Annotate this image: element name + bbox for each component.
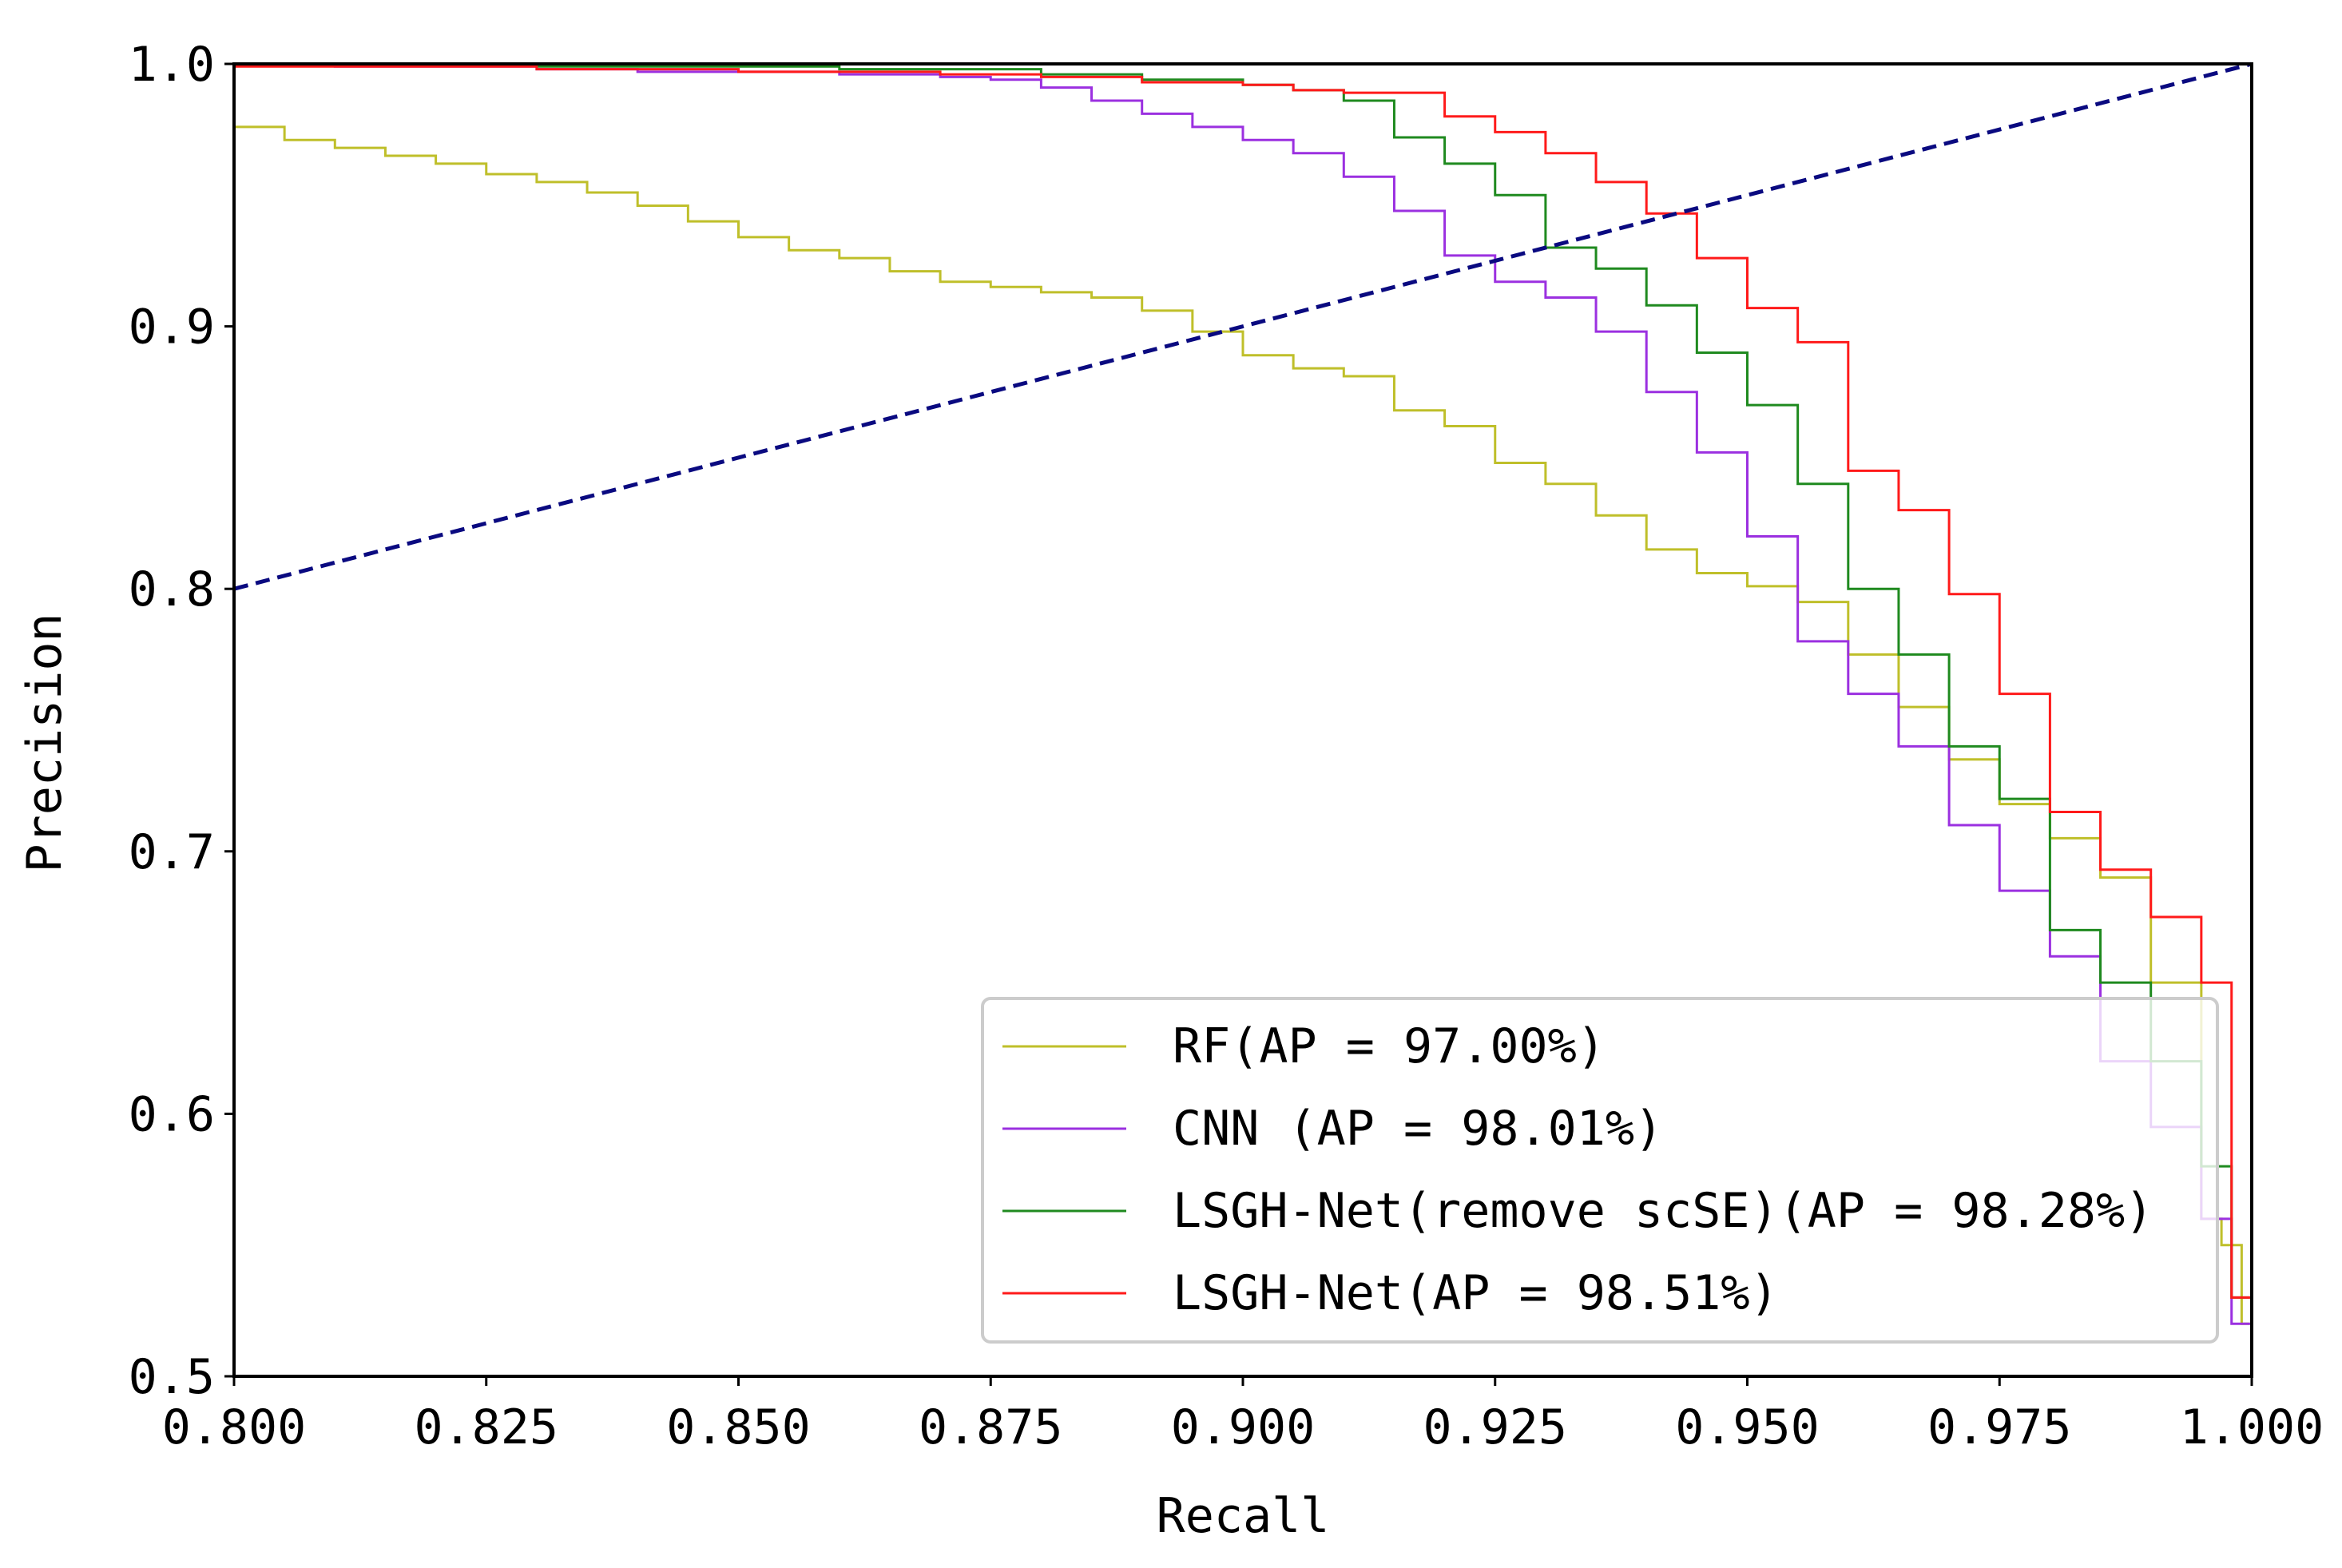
y-tick-label: 0.9 [129, 300, 215, 355]
legend-box [981, 997, 2219, 1344]
series-line-rf-ap-97-00 [234, 125, 2253, 1376]
x-tick-label: 0.825 [414, 1399, 558, 1455]
legend-label-lsgh-remove-scse: LSGH-Net(remove scSE)(AP = 98.28%) [1173, 1183, 2153, 1239]
x-tick-label: 0.850 [666, 1399, 811, 1455]
legend-label-lsgh-net: LSGH-Net(AP = 98.51%) [1173, 1265, 1779, 1321]
x-axis: 0.800 0.825 0.850 0.875 0.900 0.925 0.950 0.975… [162, 1376, 2324, 1455]
series-layer [233, 62, 2253, 1376]
series-line-lsgh-net-remove-scse-ap-98-28 [234, 62, 2253, 1351]
x-tick-label: 1.000 [2180, 1399, 2324, 1455]
series-line-diagonal [233, 62, 2253, 591]
y-tick-label: 0.6 [129, 1086, 215, 1142]
y-tick-label: 1.0 [129, 37, 215, 93]
y-tick-label: 0.5 [129, 1349, 215, 1405]
x-tick-label: 0.950 [1675, 1399, 1820, 1455]
y-tick-label: 0.7 [129, 824, 215, 880]
legend-label-rf: RF(AP = 97.00%) [1173, 1018, 1606, 1074]
legend: RF(AP = 97.00%) CNN (AP = 98.01%) LSGH-N… [981, 997, 2219, 1344]
y-tick-label: 0.8 [129, 562, 215, 617]
x-axis-title: Recall [1157, 1488, 1330, 1544]
series-line-lsgh-net-ap-98-51 [234, 65, 2253, 1376]
x-tick-label: 0.800 [162, 1399, 307, 1455]
legend-label-cnn: CNN (AP = 98.01%) [1173, 1101, 1663, 1157]
x-tick-label: 0.900 [1171, 1399, 1316, 1455]
x-tick-label: 0.975 [1927, 1399, 2072, 1455]
x-tick-label: 0.875 [919, 1399, 1063, 1455]
y-axis: 0.5 0.6 0.7 0.8 0.9 1.0 [129, 37, 234, 1405]
y-axis-title: Precision [17, 613, 73, 872]
x-tick-label: 0.925 [1423, 1399, 1567, 1455]
